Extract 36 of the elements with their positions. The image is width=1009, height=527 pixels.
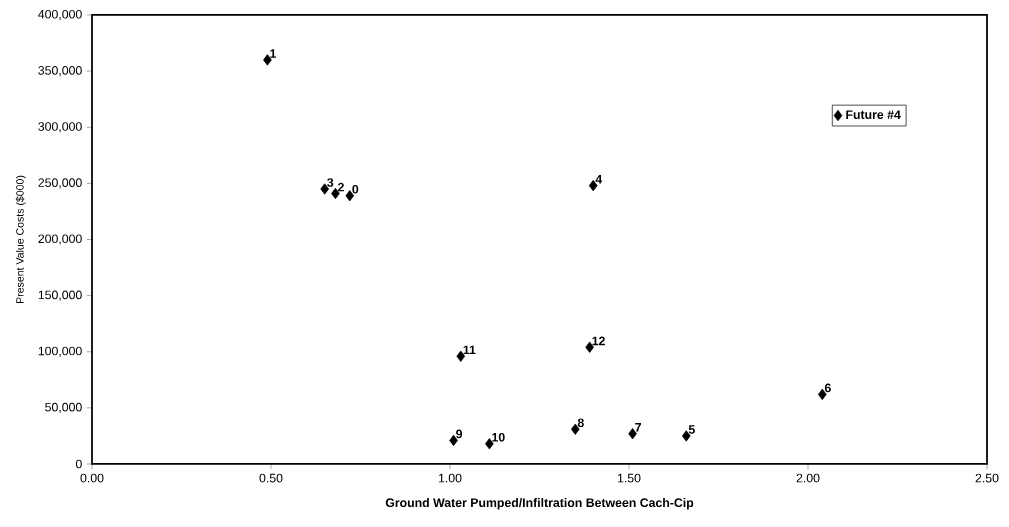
point (585, 341, 594, 353)
annotation: 5 (688, 425, 695, 434)
y-tick-label: 250,000 (38, 178, 82, 189)
annotation: 4 (595, 175, 603, 184)
annotation: 6 (824, 383, 831, 393)
annotation: 3 (327, 178, 334, 187)
annotation: 9 (456, 429, 463, 439)
y-axis-title: Present Value Costs ($000) (15, 175, 26, 303)
y-tick-label: 150,000 (38, 290, 82, 301)
annotation: 0 (352, 184, 359, 194)
annotation: 11 (463, 345, 476, 355)
point (681, 430, 691, 442)
y-tick-label: 100,000 (38, 346, 82, 357)
y-tick-label: 50,000 (45, 402, 82, 413)
y-tick-label: 0 (75, 459, 82, 469)
y-tick-label: 350,000 (38, 66, 82, 77)
point (485, 438, 494, 450)
x-tick-label: 1.00 (438, 473, 462, 483)
x-tick-label: 0.50 (259, 473, 283, 483)
y-tick-label: 400,000 (38, 9, 82, 21)
annotation: 7 (635, 423, 641, 432)
point (263, 54, 272, 66)
annotation: 10 (492, 432, 505, 442)
x-tick-label: 1.50 (617, 473, 641, 483)
y-tick-label: 300,000 (38, 122, 82, 133)
annotation: 12 (592, 336, 605, 346)
x-axis-title: Ground Water Pumped/Infiltration Between Cach-Cip (385, 498, 694, 510)
y-tick-label: 200,000 (38, 234, 82, 245)
annotation: 2 (337, 182, 344, 192)
x-tick-label: 2.50 (975, 473, 999, 483)
point (628, 428, 637, 440)
annotation: 1 (270, 49, 277, 58)
x-tick-label: 0.00 (80, 473, 104, 483)
legend-label: Future #4 (846, 110, 901, 119)
annotation: 8 (577, 418, 584, 428)
x-tick-label: 2.00 (796, 473, 820, 483)
